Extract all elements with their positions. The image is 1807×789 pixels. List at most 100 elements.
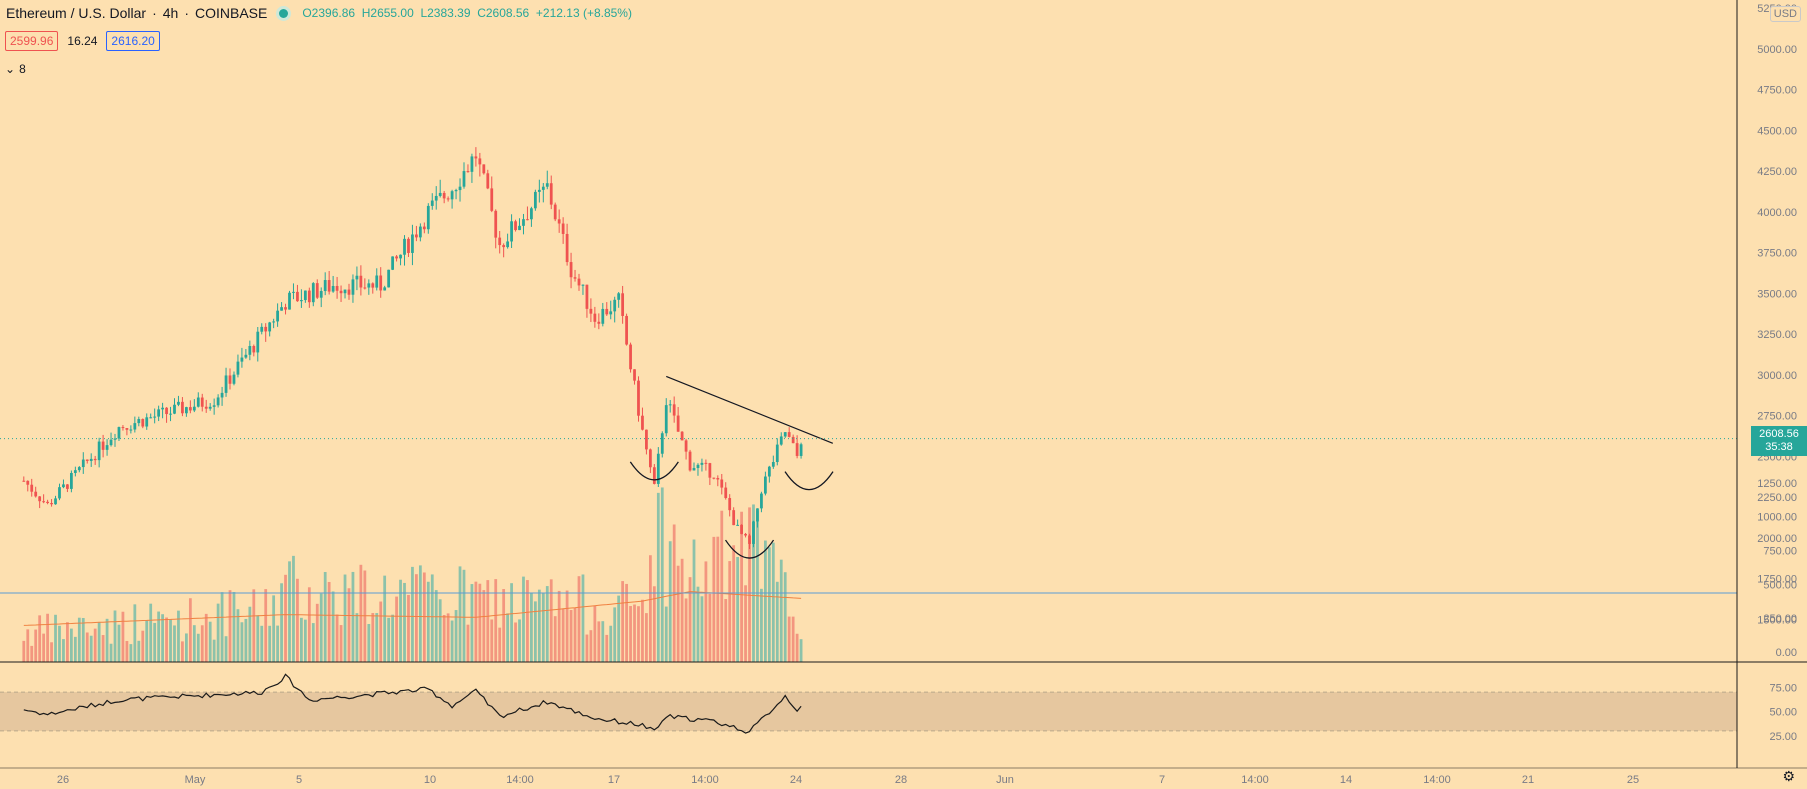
candle-body <box>764 476 767 494</box>
symbol-name[interactable]: Ethereum / U.S. Dollar <box>6 5 147 21</box>
volume-bar <box>97 622 101 662</box>
drawings <box>0 375 1737 594</box>
volume-bar <box>185 633 188 662</box>
volume-bar <box>645 613 648 662</box>
volume-bar <box>704 561 708 662</box>
candle-body <box>502 245 506 248</box>
volume-bar <box>756 510 759 662</box>
candle-body <box>533 191 537 209</box>
candle-body <box>216 397 220 406</box>
candle-body <box>791 436 795 444</box>
volume-bars <box>22 487 803 662</box>
candle-body <box>541 186 545 190</box>
time-tick-label: 14:00 <box>691 774 719 786</box>
candle-body <box>335 285 339 291</box>
currency-badge[interactable]: USD <box>1769 6 1801 22</box>
candle-body <box>66 484 69 489</box>
volume-bar <box>692 539 696 662</box>
exchange-separator: · <box>184 5 189 21</box>
low-value: L2383.39 <box>420 6 471 20</box>
market-status-icon[interactable] <box>279 8 289 18</box>
candle-body <box>430 200 434 206</box>
volume-bar <box>236 609 240 662</box>
volume-bar <box>482 590 486 662</box>
volume-bar <box>502 589 506 662</box>
time-tick-label: 24 <box>790 774 802 786</box>
interval-label[interactable]: 4h <box>162 5 179 21</box>
volume-bar <box>296 578 299 662</box>
candle-body <box>331 285 335 292</box>
candle-body <box>343 289 347 294</box>
indicators-toggle[interactable]: ⌄ 8 <box>5 62 26 76</box>
candle-body <box>787 432 791 437</box>
volume-bar <box>196 633 200 662</box>
right-shoulder-arc <box>784 471 834 491</box>
candle-body <box>260 326 264 332</box>
time-axis: 26 May 5 10 14:00 17 14:00 24 28 Jun 7 14:00 14 14:00… <box>57 774 1639 786</box>
candle-body <box>779 436 783 445</box>
volume-bar <box>272 595 276 662</box>
candle-body <box>204 406 208 409</box>
candle-body <box>169 413 172 415</box>
volume-bar <box>77 617 81 662</box>
volume-bar <box>771 542 775 662</box>
volume-bar <box>589 630 593 662</box>
candle-body <box>760 493 763 509</box>
volume-axis: 1250.00 1000.00 750.00 500.00 250.00 0.00 <box>1757 478 1797 659</box>
volume-bar <box>161 614 164 662</box>
candle-body <box>629 344 632 370</box>
volume-bar <box>486 580 490 662</box>
candle-body <box>478 158 482 165</box>
candle-body <box>280 307 283 311</box>
rsi-band <box>0 691 1737 732</box>
candle-body <box>97 441 101 461</box>
volume-bar <box>518 619 521 662</box>
volume-bar <box>288 561 291 662</box>
volume-bar <box>276 625 279 662</box>
volume-bar <box>760 588 763 662</box>
candle-body <box>799 444 803 456</box>
candle-body <box>585 284 589 309</box>
candle-body <box>712 477 716 479</box>
candle-body <box>482 164 486 174</box>
candle-body <box>510 221 513 242</box>
last-price: 2608.56 <box>1759 427 1799 440</box>
volume-bar <box>315 603 319 662</box>
price-tick-label: 3000.00 <box>1757 370 1797 382</box>
volume-bar <box>676 565 680 662</box>
volume-bar <box>42 633 46 662</box>
volume-bar <box>585 634 589 662</box>
price-tick-label: 2250.00 <box>1757 492 1797 504</box>
candle-body <box>173 404 176 414</box>
candle-body <box>149 417 153 419</box>
volume-bar <box>799 639 803 662</box>
volume-bar <box>363 570 367 662</box>
candle-body <box>557 219 561 224</box>
gear-icon[interactable]: ⚙ <box>1782 768 1795 784</box>
candle-body <box>276 310 279 322</box>
volume-bar <box>688 577 692 662</box>
volume-bar <box>145 620 149 662</box>
volume-bar <box>331 591 335 662</box>
volume-bar <box>470 584 474 662</box>
volume-bar <box>232 591 236 662</box>
candle-body <box>288 292 291 310</box>
candle-body <box>700 462 704 465</box>
volume-bar <box>787 616 791 662</box>
head-arc <box>724 539 775 559</box>
volume-bar <box>351 571 355 662</box>
candle-body <box>415 234 418 238</box>
candle-body <box>81 459 85 468</box>
sell-price-button[interactable]: 2599.96 <box>5 31 59 51</box>
price-tick-label: 1750.00 <box>1757 574 1797 586</box>
volume-bar <box>403 582 406 662</box>
candle-body <box>363 287 367 289</box>
volume-bar <box>359 564 363 662</box>
candle-body <box>284 307 287 310</box>
buy-price-button[interactable]: 2616.20 <box>106 31 160 51</box>
candle-body <box>553 204 557 220</box>
exchange-label: COINBASE <box>194 5 268 21</box>
candle-body <box>69 472 73 489</box>
candle-body <box>208 406 212 409</box>
